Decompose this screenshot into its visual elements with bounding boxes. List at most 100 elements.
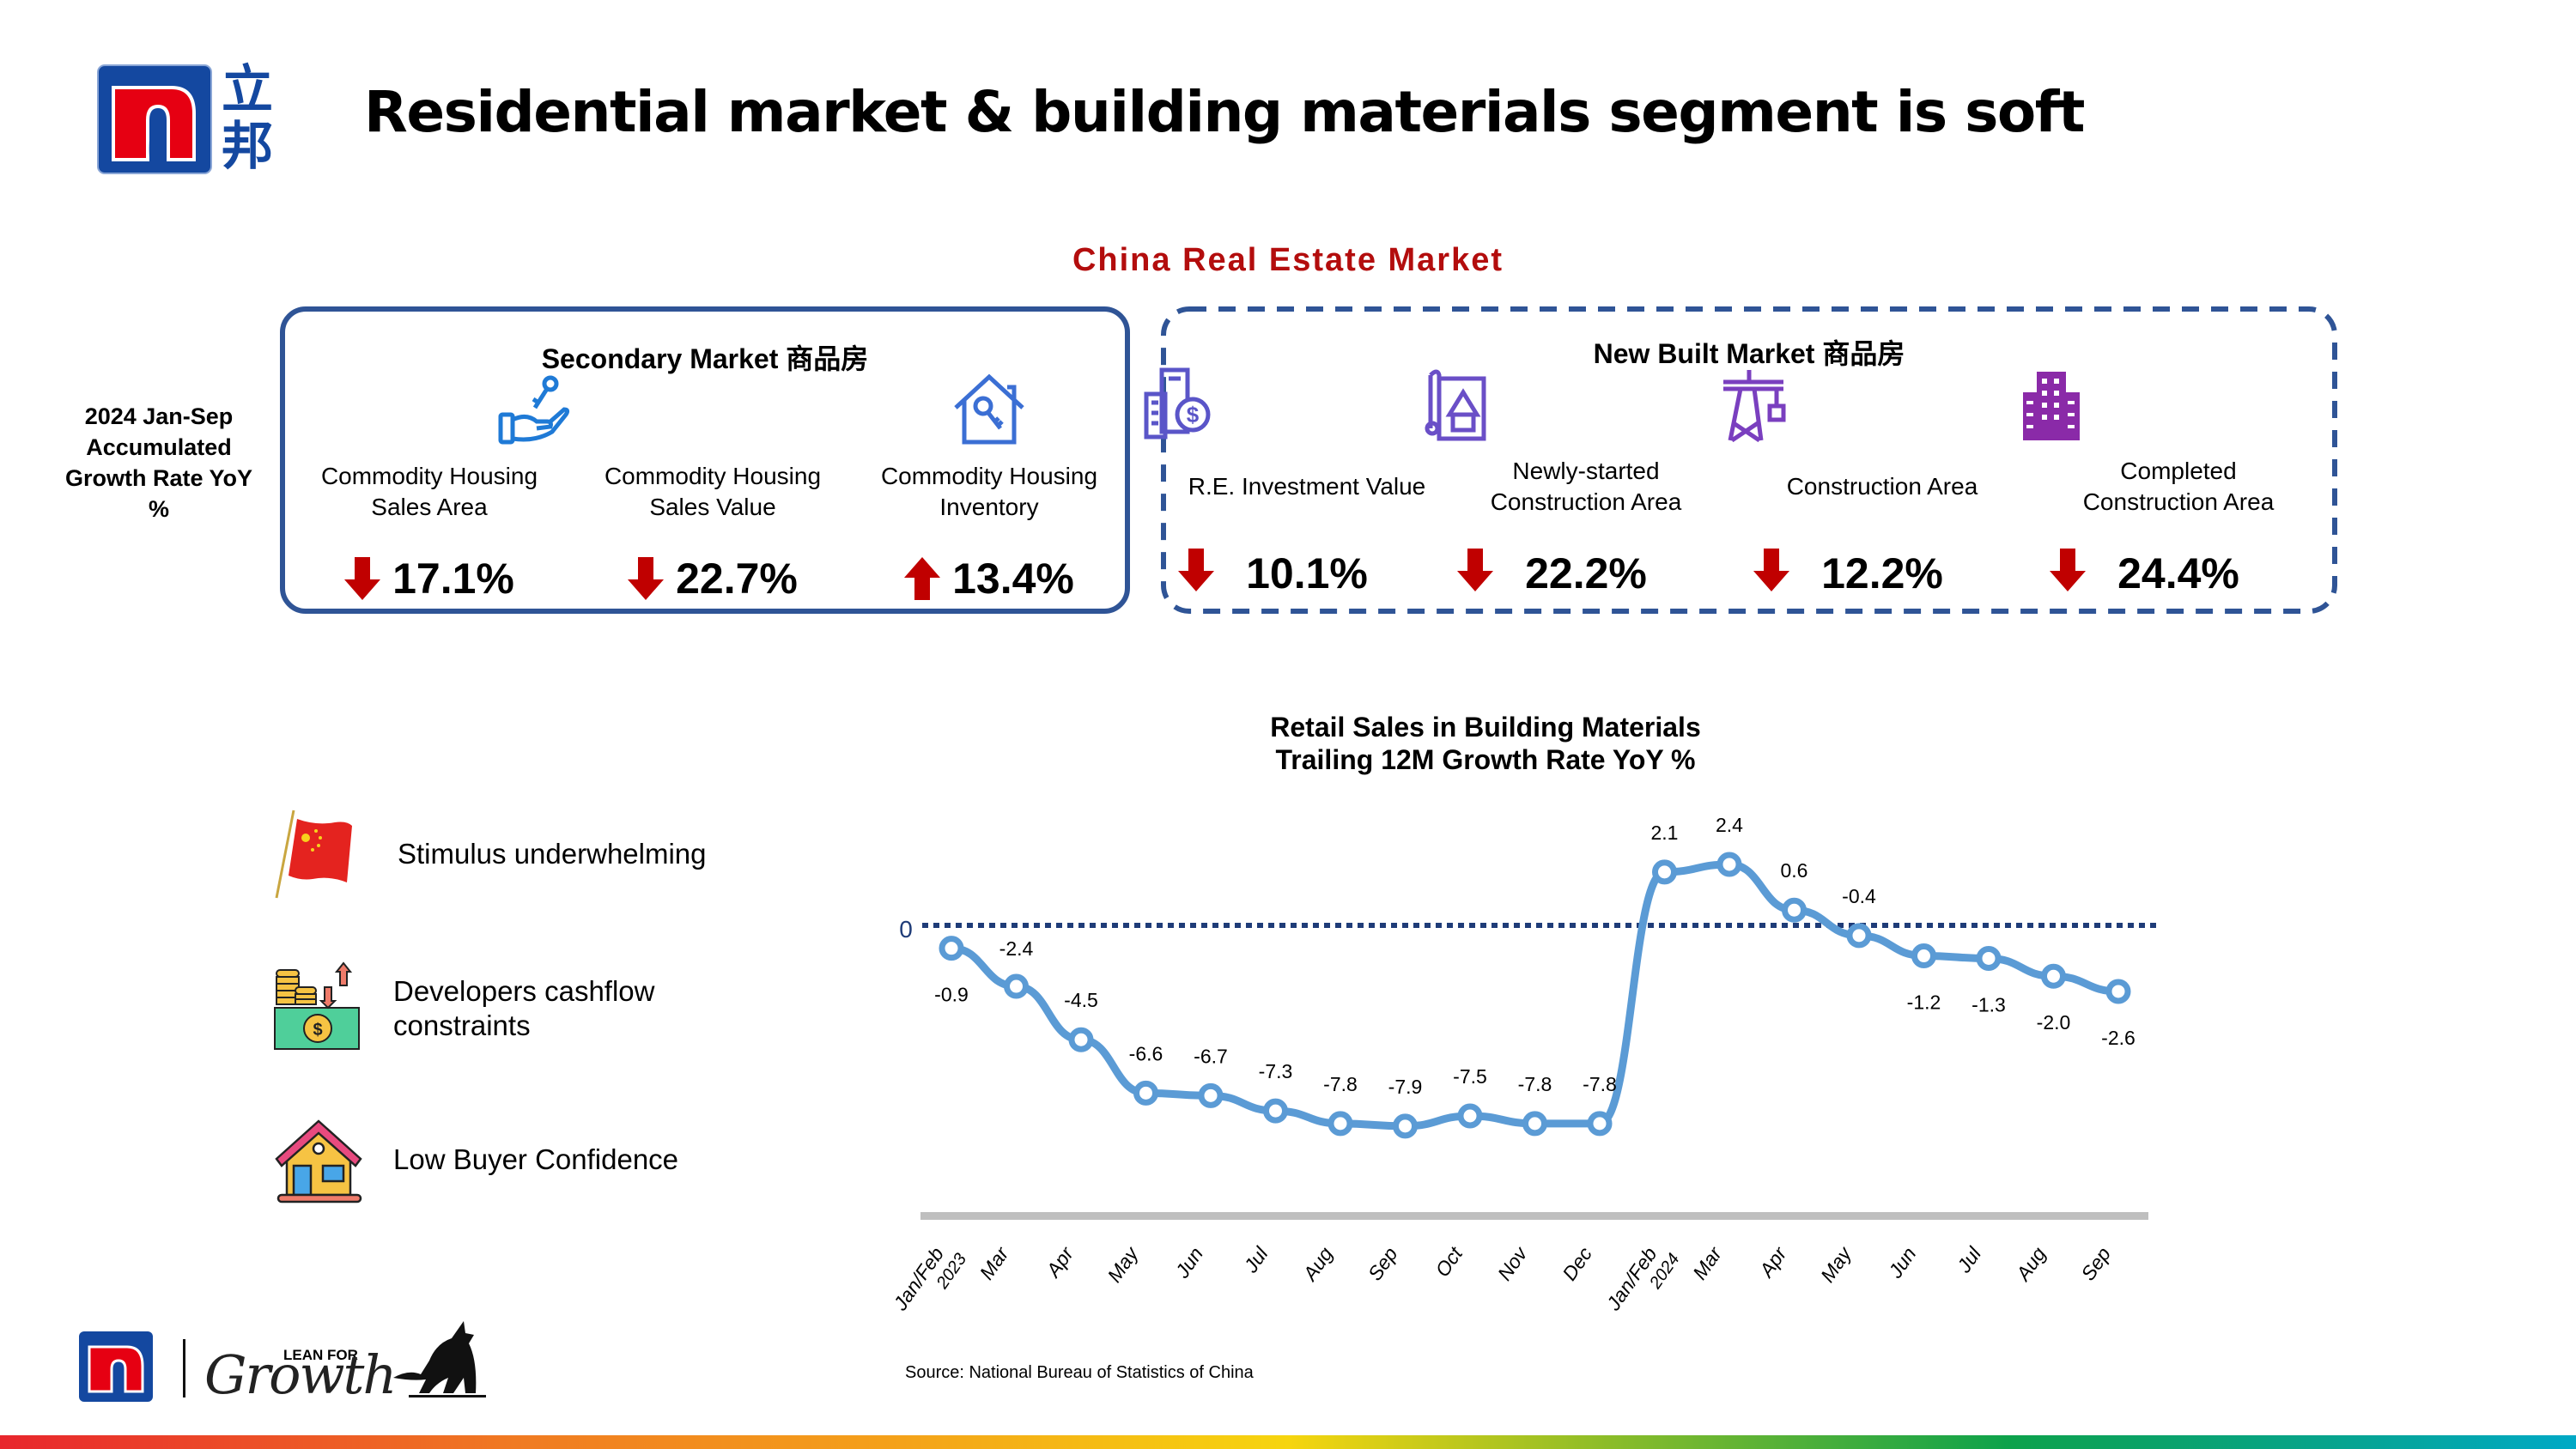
driver-buyer-confidence: Low Buyer Confidence xyxy=(273,1113,788,1207)
side-label-line: Growth Rate YoY xyxy=(64,465,253,491)
metric-label: Commodity Housing Sales Area xyxy=(320,463,538,520)
metric-value-text: 24.4% xyxy=(2117,549,2239,597)
x-tick-label: Nov xyxy=(1493,1242,1533,1285)
house-key-icon xyxy=(954,373,1024,445)
metric-value: 22.7% xyxy=(575,554,850,603)
data-label: 2.1 xyxy=(1651,822,1679,844)
data-label: -7.8 xyxy=(1518,1073,1552,1095)
data-label: -7.8 xyxy=(1323,1073,1358,1095)
metric-value-text: 17.1% xyxy=(392,555,514,603)
data-point xyxy=(1393,1113,1418,1139)
data-point xyxy=(1846,923,1872,949)
data-point xyxy=(2041,963,2066,989)
nippon-paint-logo xyxy=(97,64,212,174)
x-tick-label: Jun xyxy=(1883,1243,1920,1282)
side-label-line: % xyxy=(148,496,169,522)
office-building-icon xyxy=(2023,372,2080,440)
data-label: -6.6 xyxy=(1129,1042,1163,1064)
x-tick-label: Sep xyxy=(2076,1243,2115,1285)
lean-for-growth-logo: LEAN FOR Growth xyxy=(203,1318,486,1406)
data-point xyxy=(1976,945,2002,971)
x-tick-label: Aug xyxy=(1297,1243,1337,1286)
metric-value: 10.1% xyxy=(1178,549,1436,598)
house-icon xyxy=(275,1119,362,1203)
wolf-icon xyxy=(393,1321,486,1397)
metric-value-text: 22.2% xyxy=(1525,549,1647,597)
data-label: -1.2 xyxy=(1907,991,1941,1014)
data-label: -2.4 xyxy=(999,937,1034,960)
driver-text: Stimulus underwhelming xyxy=(398,838,707,870)
metric-value-text: 12.2% xyxy=(1821,549,1943,597)
side-label-line: Accumulated xyxy=(86,434,232,460)
section-title: China Real Estate Market xyxy=(1072,242,1504,278)
data-label: -7.3 xyxy=(1259,1060,1293,1082)
x-tick-label: Jun xyxy=(1170,1243,1207,1282)
arrow-down-icon xyxy=(628,557,665,600)
driver-text: Low Buyer Confidence xyxy=(393,1143,679,1175)
data-label: -7.9 xyxy=(1388,1076,1423,1098)
svg-text:$: $ xyxy=(313,1021,322,1040)
logo-cn-chars: 立邦 xyxy=(222,60,273,177)
brand-script-text: Growth xyxy=(204,1343,397,1406)
data-point xyxy=(1911,943,1936,969)
building-dollar-icon: $ xyxy=(1144,367,1211,440)
brand-small-text: LEAN FOR xyxy=(283,1347,358,1363)
x-tick-label: Sep xyxy=(1364,1243,1402,1285)
data-label: -4.5 xyxy=(1064,989,1098,1011)
data-point xyxy=(1263,1098,1288,1124)
side-label: 2024 Jan-Sep Accumulated Growth Rate YoY… xyxy=(47,401,270,524)
metric-label: Construction Area xyxy=(1786,473,1978,500)
arrow-down-icon xyxy=(344,557,381,600)
data-point xyxy=(1522,1111,1547,1137)
svg-text:$: $ xyxy=(1187,402,1200,427)
chart-subtitle-line: Trailing 12M Growth Rate YoY % xyxy=(1275,744,1696,775)
x-tick-label: Oct xyxy=(1431,1242,1467,1282)
arrow-down-icon xyxy=(1457,549,1493,591)
x-tick-label: Aug xyxy=(2011,1243,2050,1286)
secondary-market-panel: Secondary Market 商品房 Commodity Housing Sa… xyxy=(280,306,1130,614)
chart-title: Retail Sales in Building Materials Trail… xyxy=(1142,711,1829,776)
footer-divider xyxy=(183,1339,185,1397)
data-point xyxy=(1782,897,1807,923)
x-tick-label: Apr xyxy=(1041,1242,1078,1282)
metric-value-text: 22.7% xyxy=(676,555,798,603)
metric-label: Newly-started Construction Area xyxy=(1490,458,1682,515)
metric-value: 12.2% xyxy=(1753,549,2011,598)
china-flag-icon xyxy=(275,809,352,899)
driver-stimulus: Stimulus underwhelming xyxy=(273,807,788,901)
data-point xyxy=(2105,979,2131,1004)
data-point xyxy=(1716,852,1742,877)
x-tick-label: May xyxy=(1103,1242,1143,1287)
metric-label: Commodity Housing Sales Value xyxy=(604,463,822,520)
data-point xyxy=(939,936,964,961)
data-label: 0.6 xyxy=(1781,859,1808,882)
driver-cashflow: $ Developers cashflow constraints xyxy=(273,961,788,1056)
data-point xyxy=(1198,1082,1224,1108)
data-label: -7.8 xyxy=(1583,1073,1617,1095)
data-point xyxy=(1587,1111,1613,1137)
data-label: -2.6 xyxy=(2101,1027,2136,1049)
secondary-market-title: Secondary Market 商品房 xyxy=(541,343,869,374)
hand-key-icon xyxy=(498,375,570,445)
metric-value-text: 10.1% xyxy=(1246,549,1368,597)
x-tick-label: Jul xyxy=(1952,1242,1985,1277)
dashed-border xyxy=(1161,306,2337,614)
metric-label: Completed Construction Area xyxy=(2082,458,2275,515)
data-label: -0.4 xyxy=(1842,885,1876,907)
new-built-market-title: New Built Market 商品房 xyxy=(1593,338,1905,369)
arrow-down-icon xyxy=(1753,549,1789,591)
data-label: -1.3 xyxy=(1971,993,2006,1016)
metric-value: 13.4% xyxy=(852,554,1127,603)
blueprint-icon xyxy=(1425,369,1486,441)
arrow-down-icon xyxy=(2050,549,2086,591)
data-point xyxy=(1068,1027,1094,1052)
rainbow-footer-bar xyxy=(0,1435,2576,1449)
logo-chinese-text: 立邦 xyxy=(222,62,282,179)
arrow-down-icon xyxy=(1178,549,1214,591)
footer-nippon-logo xyxy=(79,1331,153,1402)
metric-value-text: 13.4% xyxy=(952,555,1074,603)
metric-label: Commodity Housing Inventory xyxy=(880,463,1098,520)
arrow-up-icon xyxy=(904,557,941,600)
data-point xyxy=(1457,1103,1483,1129)
